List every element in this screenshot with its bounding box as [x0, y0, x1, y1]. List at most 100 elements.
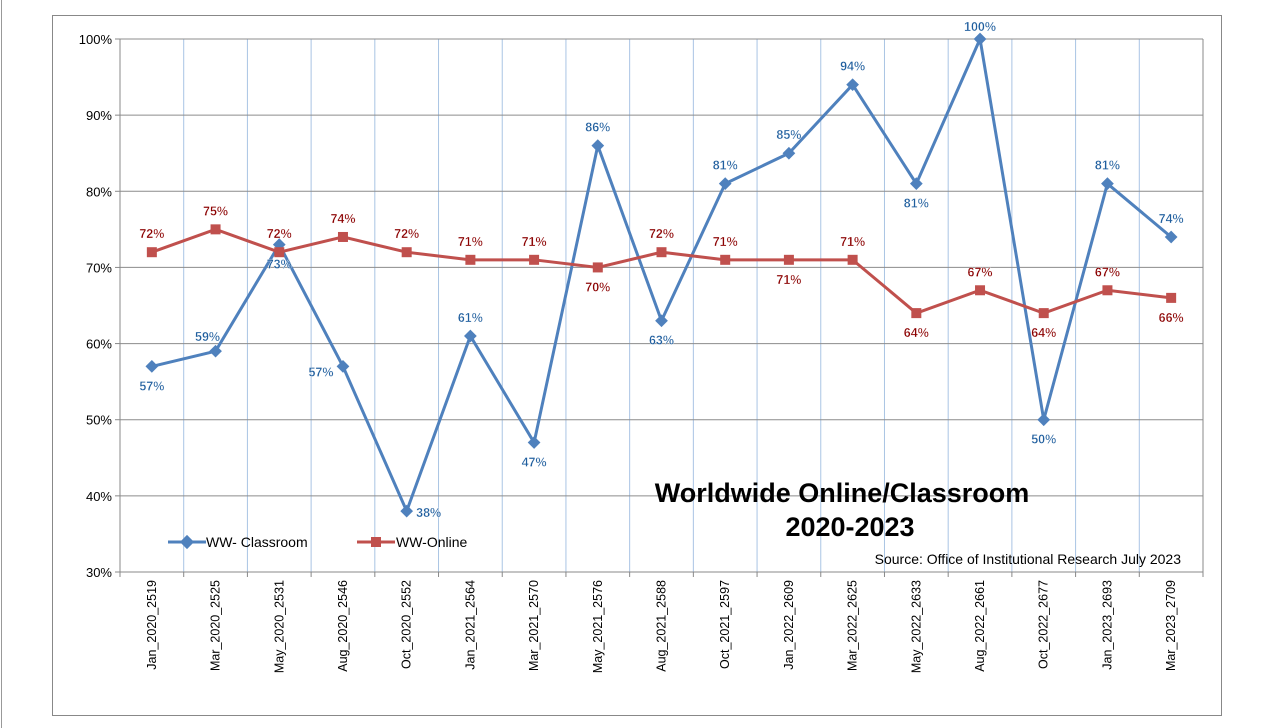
- data-label: 81%: [713, 159, 738, 173]
- data-label: 72%: [267, 227, 292, 241]
- data-point-marker: [656, 247, 667, 258]
- data-point-marker: [1038, 308, 1049, 319]
- data-label: 71%: [522, 235, 547, 249]
- x-tick-label: Oct_2020_2552: [400, 580, 414, 669]
- data-point-marker: [718, 177, 732, 191]
- legend-marker-classroom: [179, 534, 195, 550]
- chart-frame: [52, 15, 1222, 716]
- data-label: 64%: [1031, 326, 1056, 340]
- data-label: 81%: [1095, 159, 1120, 173]
- data-label: 59%: [195, 330, 220, 344]
- y-tick-label: 80%: [86, 184, 112, 199]
- series-group: 57% 59% 73% 57% 38% 61% 47% 86% 63% 81% 85% 94% 81% 1…: [139, 20, 1184, 520]
- data-label: 81%: [904, 197, 929, 211]
- data-point-marker: [336, 360, 350, 373]
- left-edge-line: [1, 0, 2, 728]
- x-tick-label: May_2021_2576: [591, 580, 605, 673]
- data-label: 71%: [713, 235, 738, 249]
- series-online: 72% 75% 72% 74% 72% 71% 71% 70% 72% 71% 71% 71% 64% 6…: [139, 204, 1184, 340]
- x-tick-label: Aug_2021_2588: [655, 580, 669, 672]
- data-point-marker: [911, 308, 922, 319]
- data-label: 72%: [649, 227, 674, 241]
- data-point-marker: [401, 247, 412, 258]
- y-tick-label: 50%: [86, 413, 112, 428]
- chart-source: Source: Office of Institutional Research…: [875, 551, 1182, 567]
- x-tick-label: Mar_2022_2625: [846, 580, 860, 671]
- gridlines: [120, 38, 1203, 573]
- y-tick-label: 60%: [86, 337, 112, 352]
- data-label: 61%: [458, 311, 483, 325]
- x-tick-label: Jan_2021_2564: [463, 580, 477, 670]
- data-label: 64%: [904, 326, 929, 340]
- data-point-marker: [274, 247, 285, 258]
- x-tick-label: Mar_2020_2525: [209, 580, 223, 671]
- data-label: 67%: [968, 265, 993, 279]
- data-point-marker: [783, 254, 794, 265]
- data-label: 72%: [394, 227, 419, 241]
- legend-label-classroom: WW- Classroom: [206, 534, 308, 550]
- legend-label-online: WW-Online: [396, 534, 468, 550]
- data-point-marker: [527, 436, 541, 449]
- chart-subtitle: 2020-2023: [785, 512, 914, 542]
- data-label: 72%: [139, 227, 164, 241]
- data-label: 71%: [458, 235, 483, 249]
- data-point-marker: [720, 254, 731, 265]
- data-point-marker: [145, 360, 159, 373]
- data-point-marker: [1102, 285, 1113, 296]
- x-tick-label: Oct_2021_2597: [718, 580, 732, 669]
- data-label: 75%: [203, 204, 228, 218]
- data-point-marker: [529, 254, 540, 265]
- data-point-marker: [975, 285, 986, 296]
- data-point-marker: [209, 344, 222, 358]
- data-label: 38%: [416, 506, 441, 520]
- data-label: 86%: [585, 121, 610, 135]
- data-point-marker: [591, 139, 605, 152]
- data-point-marker: [655, 314, 668, 328]
- data-point-marker: [464, 329, 477, 343]
- data-label: 47%: [522, 456, 547, 470]
- x-tick-label: Aug_2020_2546: [336, 580, 350, 672]
- data-label: 57%: [139, 379, 164, 393]
- data-label: 71%: [840, 235, 865, 249]
- chart-title: Worldwide Online/Classroom: [655, 478, 1030, 508]
- data-label: 50%: [1031, 433, 1056, 447]
- x-tick-label: Jan_2020_2519: [145, 580, 159, 670]
- x-tick-label: Jan_2023_2693: [1100, 580, 1114, 670]
- x-tick-label: Aug_2022_2661: [973, 580, 987, 672]
- legend-marker-online: [371, 537, 381, 547]
- data-point-marker: [146, 247, 157, 258]
- data-label: 67%: [1095, 265, 1120, 279]
- y-tick-label: 30%: [86, 565, 112, 580]
- data-point-marker: [1037, 413, 1051, 427]
- data-label: 85%: [776, 128, 801, 142]
- data-label: 57%: [308, 365, 333, 379]
- x-tick-label: Mar_2023_2709: [1164, 580, 1178, 671]
- data-point-marker: [592, 262, 603, 273]
- y-tick-label: 70%: [86, 260, 112, 275]
- data-point-marker: [1166, 292, 1177, 303]
- data-label: 94%: [840, 60, 865, 74]
- data-point-marker: [847, 254, 858, 265]
- legend: WW- Classroom WW-Online: [168, 534, 468, 550]
- data-label: 74%: [330, 212, 355, 226]
- data-label: 74%: [1159, 212, 1184, 226]
- data-point-marker: [973, 32, 987, 46]
- data-label: 73%: [267, 258, 292, 272]
- series-classroom: 57% 59% 73% 57% 38% 61% 47% 86% 63% 81% 85% 94% 81% 1…: [139, 20, 1184, 520]
- data-label: 70%: [585, 280, 610, 294]
- x-tick-label: May_2022_2633: [909, 580, 923, 673]
- data-point-marker: [210, 224, 221, 235]
- axes: 30% 40% 50% 60% 70% 80% 90% 100% Jan_2020_2519 Ma…: [79, 32, 1204, 673]
- y-tick-label: 100%: [79, 32, 113, 47]
- data-label: 63%: [649, 334, 674, 348]
- data-label: 71%: [776, 273, 801, 287]
- data-point-marker: [465, 254, 476, 265]
- y-tick-label: 40%: [86, 489, 112, 504]
- series-line: [151, 33, 1173, 516]
- y-tick-label: 90%: [86, 108, 112, 123]
- x-tick-label: Mar_2021_2570: [527, 580, 541, 671]
- x-tick-label: May_2020_2531: [272, 580, 286, 673]
- data-point-marker: [400, 504, 414, 518]
- data-point-marker: [337, 231, 348, 242]
